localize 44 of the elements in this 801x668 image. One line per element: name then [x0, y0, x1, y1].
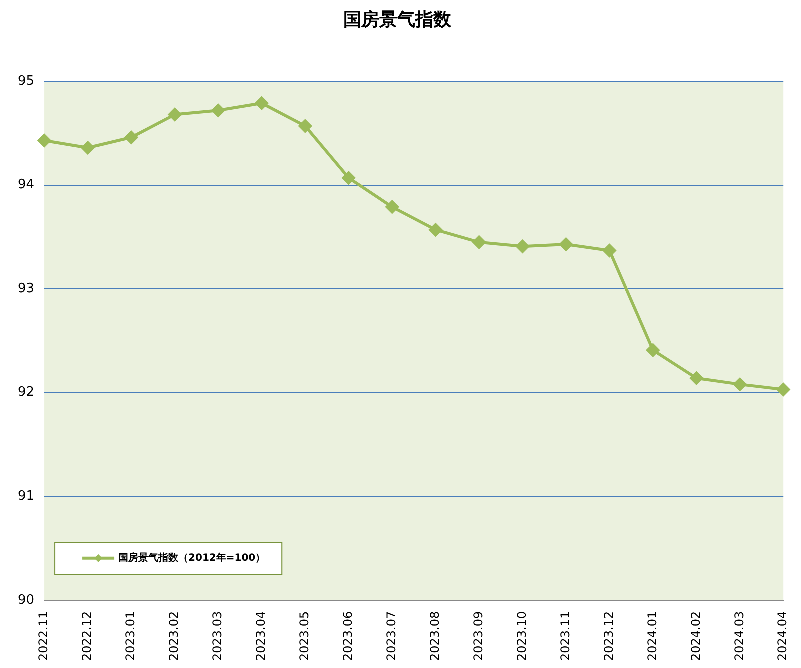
x-tick-label: 2024.02: [688, 611, 703, 661]
point: [342, 172, 356, 185]
x-tick-label: 2023.03: [210, 611, 225, 661]
x-tick-label: 2023.11: [558, 611, 572, 661]
x-tick-label: 2022.11: [36, 611, 51, 661]
point: [38, 134, 52, 148]
x-tick-label: 2023.02: [167, 611, 182, 661]
x-tick-label: 2023.04: [254, 611, 268, 661]
point: [603, 244, 616, 258]
x-tick-label: 2024.03: [732, 611, 746, 661]
legend-label: 国房景气指数（2012年=100）: [118, 552, 266, 564]
point: [168, 108, 182, 122]
y-tick-label: 92: [18, 385, 35, 400]
x-tick-label: 2022.12: [80, 611, 94, 661]
point: [124, 131, 138, 144]
x-tick-label: 2023.07: [384, 611, 398, 661]
chart-title: 国房景气指数: [344, 9, 452, 30]
x-tick-label: 2023.06: [340, 611, 355, 661]
y-tick-label: 90: [18, 592, 35, 608]
point: [472, 236, 486, 249]
point: [646, 344, 660, 357]
point: [560, 238, 573, 251]
x-tick-label: 2023.08: [428, 611, 442, 661]
point: [777, 383, 790, 396]
y-tick-label: 91: [18, 488, 35, 504]
y-tick-label: 94: [18, 178, 35, 193]
x-tick-label: 2023.05: [298, 611, 312, 661]
point: [516, 240, 530, 254]
y-tick-label: 95: [18, 74, 35, 89]
point: [690, 372, 704, 385]
x-tick-label: 2023.12: [602, 611, 616, 661]
point: [734, 378, 747, 392]
point: [298, 120, 312, 133]
y-tick-label: 93: [18, 281, 35, 296]
point: [429, 223, 442, 236]
point: [212, 104, 225, 118]
x-tick-label: 2024.04: [776, 611, 790, 661]
point: [82, 142, 95, 155]
point: [255, 96, 268, 110]
x-tick-label: 2024.01: [645, 611, 660, 661]
x-tick-label: 2023.01: [124, 611, 138, 661]
x-tick-label: 2023.09: [471, 611, 486, 661]
point: [386, 200, 399, 214]
x-tick-label: 2023.10: [514, 611, 529, 661]
